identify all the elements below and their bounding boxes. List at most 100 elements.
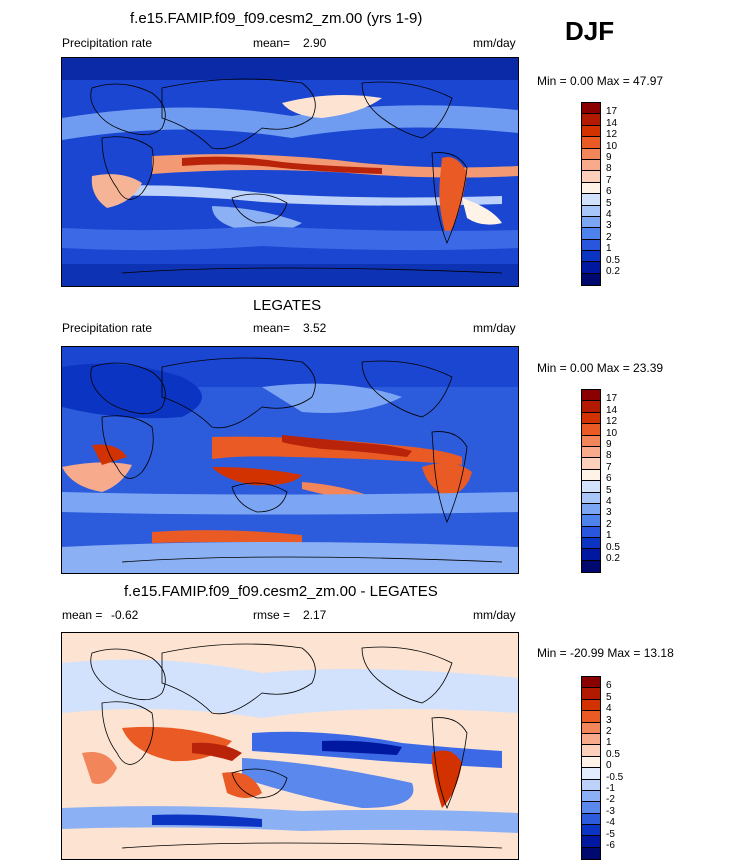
- panel3-minmax: Min = -20.99 Max = 13.18: [537, 646, 674, 660]
- colorbar-tick-label: 2: [606, 518, 612, 530]
- colorbar-tick-label: 1: [606, 737, 612, 749]
- colorbar-tick-label: 0.5: [606, 254, 620, 266]
- colorbar-segment: [582, 273, 600, 286]
- colorbar-segment: [582, 813, 600, 826]
- colorbar-tick-label: 8: [606, 450, 612, 462]
- colorbar-segment: [582, 262, 600, 274]
- colorbar-segment: [582, 228, 600, 240]
- colorbar-segment: [582, 205, 600, 217]
- colorbar-tick-label: -2: [606, 794, 615, 806]
- panel1-colorbar: [581, 102, 601, 287]
- colorbar-segment: [582, 699, 600, 712]
- season-label: DJF: [565, 16, 615, 46]
- colorbar-tick-label: 14: [606, 404, 618, 416]
- colorbar-segment: [582, 251, 600, 263]
- colorbar-segment: [582, 688, 600, 700]
- panel3-rmse-value: 2.17: [303, 608, 327, 622]
- colorbar-tick-label: 17: [606, 106, 618, 118]
- colorbar-segment: [582, 560, 600, 573]
- panel3-title: f.e15.FAMIP.f09_f09.cesm2_zm.00 - LEGATE…: [124, 583, 438, 600]
- colorbar-segment: [582, 148, 600, 160]
- colorbar-tick-label: 6: [606, 680, 612, 692]
- colorbar-segment: [582, 137, 600, 149]
- colorbar-tick-label: -1: [606, 783, 615, 794]
- colorbar-tick-label: 2: [606, 231, 612, 243]
- colorbar-segment: [582, 836, 600, 848]
- colorbar-tick-label: 5: [606, 197, 612, 209]
- colorbar-tick-label: 0.5: [606, 748, 620, 760]
- colorbar-segment: [582, 114, 600, 126]
- colorbar-tick-label: 12: [606, 129, 618, 141]
- panel3-mean-value: -0.62: [111, 608, 139, 622]
- panel1-variable-label: Precipitation rate: [62, 36, 153, 50]
- colorbar-segment: [582, 802, 600, 814]
- colorbar-segment: [582, 446, 600, 459]
- colorbar-tick-label: 6: [606, 473, 612, 485]
- colorbar-segment: [582, 711, 600, 723]
- colorbar-tick-label: 10: [606, 427, 618, 439]
- colorbar-tick-label: 3: [606, 714, 612, 726]
- colorbar-tick-label: 14: [606, 117, 618, 129]
- colorbar-tick-label: 9: [606, 439, 612, 450]
- colorbar-tick-label: 10: [606, 140, 618, 152]
- colorbar-tick-label: 4: [606, 496, 612, 507]
- colorbar-tick-label: 7: [606, 461, 612, 473]
- colorbar-tick-label: 5: [606, 691, 612, 703]
- colorbar-tick-label: 9: [606, 152, 612, 163]
- panel2-minmax: Min = 0.00 Max = 23.39: [537, 361, 664, 375]
- colorbar-tick-label: 8: [606, 163, 612, 175]
- colorbar-segment: [582, 481, 600, 493]
- colorbar-tick-label: 17: [606, 393, 618, 405]
- colorbar-segment: [582, 194, 600, 206]
- colorbar-tick-label: 1: [606, 243, 612, 255]
- panel2-variable-label: Precipitation rate: [62, 321, 153, 335]
- colorbar-tick-label: 0: [606, 760, 612, 772]
- panel3-mean-label: mean =: [62, 608, 103, 622]
- colorbar-segment: [582, 768, 600, 780]
- panel2-units: mm/day: [473, 321, 516, 335]
- colorbar-segment: [582, 239, 600, 252]
- panel1-mean-label: mean=: [253, 36, 291, 50]
- colorbar-segment: [582, 424, 600, 436]
- colorbar-tick-label: 0.2: [606, 266, 620, 277]
- colorbar-tick-label: 12: [606, 416, 618, 428]
- colorbar-tick-label: -5: [606, 828, 615, 840]
- colorbar-segment: [582, 216, 600, 229]
- colorbar-segment: [582, 159, 600, 172]
- colorbar-segment: [582, 469, 600, 482]
- colorbar-tick-label: 7: [606, 174, 612, 186]
- colorbar-segment: [582, 538, 600, 550]
- colorbar-segment: [582, 182, 600, 195]
- colorbar-tick-label: 4: [606, 209, 612, 220]
- colorbar-segment: [582, 779, 600, 791]
- panel1-title: f.e15.FAMIP.f09_f09.cesm2_zm.00 (yrs 1-9…: [130, 10, 423, 27]
- colorbar-segment: [582, 745, 600, 757]
- colorbar-segment: [582, 733, 600, 746]
- colorbar-tick-label: 2: [606, 726, 612, 737]
- colorbar-segment: [582, 847, 600, 860]
- colorbar-tick-label: 5: [606, 484, 612, 496]
- panel3-map: [61, 632, 519, 860]
- panel2-mean-label: mean=: [253, 321, 291, 335]
- colorbar-segment: [582, 549, 600, 561]
- panel1-units: mm/day: [473, 36, 516, 50]
- colorbar-tick-label: 0.2: [606, 553, 620, 564]
- colorbar-tick-label: 3: [606, 507, 612, 519]
- colorbar-segment: [582, 677, 600, 689]
- colorbar-tick-label: -0.5: [606, 771, 624, 783]
- colorbar-tick-label: -6: [606, 840, 615, 851]
- colorbar-segment: [582, 103, 600, 115]
- colorbar-segment: [582, 412, 600, 425]
- colorbar-segment: [582, 825, 600, 837]
- panel2-map: [61, 346, 519, 574]
- colorbar-segment: [582, 125, 600, 138]
- colorbar-tick-label: 4: [606, 703, 612, 715]
- colorbar-segment: [582, 790, 600, 803]
- panel1-map: [61, 57, 519, 287]
- colorbar-segment: [582, 458, 600, 470]
- colorbar-tick-label: 1: [606, 530, 612, 542]
- colorbar-segment: [582, 722, 600, 734]
- panel2-colorbar: [581, 389, 601, 574]
- colorbar-segment: [582, 401, 600, 413]
- colorbar-segment: [582, 526, 600, 539]
